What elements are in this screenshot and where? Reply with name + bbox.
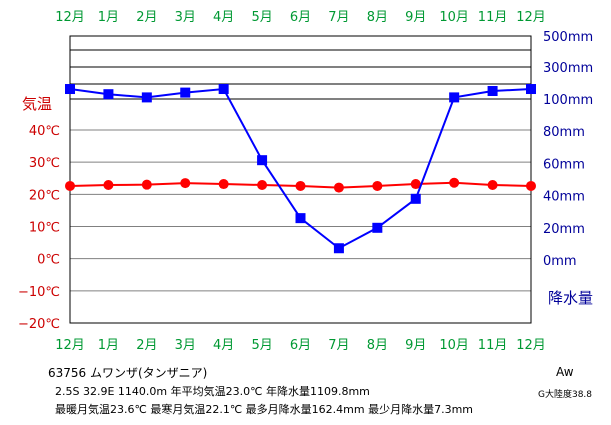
extremes-summary: 最暖月気温23.6℃ 最寒月気温22.1℃ 最多月降水量162.4mm 最少月降… (55, 402, 473, 416)
precipitation-point (295, 213, 306, 224)
top-month-label: 10月 (439, 10, 469, 25)
temperature-point (141, 179, 152, 190)
precipitation-tick-labels: 500mm 300mm 100mm 80mm 60mm 40mm 20mm 0mm (543, 30, 593, 269)
temperature-point (372, 180, 383, 191)
precipitation-tick-label: 20mm (543, 222, 585, 237)
temperature-tick-label: 30℃ (29, 156, 60, 171)
precipitation-point (372, 222, 383, 233)
top-month-label: 7月 (328, 10, 349, 25)
top-month-label: 2月 (136, 10, 157, 25)
temperature-point (295, 180, 306, 191)
plot-frame (69, 35, 532, 324)
bottom-month-label: 11月 (478, 338, 508, 353)
temperature-axis-title: 気温 (22, 95, 52, 113)
bottom-month-label: 6月 (290, 338, 311, 353)
temperature-point (257, 180, 268, 191)
top-month-label: 5月 (251, 10, 272, 25)
top-month-label: 11月 (478, 10, 508, 25)
precipitation-point (410, 193, 421, 204)
precipitation-point (526, 84, 536, 95)
temperature-tick-label: −10℃ (18, 285, 60, 300)
temperature-point (180, 178, 191, 189)
precipitation-point (103, 89, 114, 100)
precipitation-tick-label: 80mm (543, 125, 585, 140)
bottom-month-label: 4月 (213, 338, 234, 353)
temperature-point (65, 180, 75, 191)
temperature-tick-labels: 40℃ 30℃ 20℃ 10℃ 0℃ −10℃ −20℃ (18, 124, 60, 332)
precipitation-point (180, 87, 191, 98)
precipitation-tick-label: 40mm (543, 190, 585, 205)
precipitation-point (257, 155, 268, 166)
bottom-month-label: 9月 (405, 338, 426, 353)
station-summary: 2.5S 32.9E 1140.0m 年平均気温23.0℃ 年降水量1109.8… (55, 384, 370, 398)
station-name: 63756 ムワンザ(タンザニア) (48, 366, 207, 380)
precipitation-point (449, 92, 460, 103)
koppen-code: Aw (556, 365, 574, 379)
bottom-month-label: 12月 (516, 338, 546, 353)
bottom-month-label: 8月 (367, 338, 388, 353)
continentality: G大陸度38.8 (538, 388, 592, 400)
precipitation-series-line (69, 87, 532, 250)
temperature-tick-label: −20℃ (18, 317, 60, 332)
bottom-month-label: 12月 (55, 338, 85, 353)
bottom-month-label: 10月 (439, 338, 469, 353)
precipitation-point (65, 84, 75, 95)
precipitation-point (333, 243, 344, 254)
precipitation-tick-label: 0mm (543, 254, 577, 269)
temperature-tick-label: 10℃ (29, 221, 60, 236)
precipitation-axis-title: 降水量 (548, 289, 593, 307)
top-month-label: 1月 (98, 10, 119, 25)
temperature-tick-label: 20℃ (29, 188, 60, 203)
top-month-labels: 12月 1月 2月 3月 4月 5月 6月 7月 8月 9月 10月 11月 12月 (55, 10, 546, 25)
precipitation-tick-label: 500mm (543, 30, 593, 45)
temperature-tick-label: 40℃ (29, 124, 60, 139)
bottom-month-labels: 12月 1月 2月 3月 4月 5月 6月 7月 8月 9月 10月 11月 12月 (55, 338, 546, 353)
bottom-month-label: 5月 (251, 338, 272, 353)
precipitation-tick-label: 60mm (543, 157, 585, 172)
top-month-label: 12月 (516, 10, 546, 25)
temperature-point (526, 180, 536, 191)
top-month-label: 8月 (367, 10, 388, 25)
precipitation-point (218, 84, 229, 95)
series-layer (65, 84, 536, 254)
bottom-month-label: 3月 (175, 338, 196, 353)
chart-grid (70, 35, 531, 324)
precipitation-point (141, 92, 152, 103)
temperature-point (218, 179, 229, 190)
temperature-point (487, 180, 498, 191)
temperature-tick-label: 0℃ (37, 253, 60, 268)
precipitation-tick-label: 300mm (543, 61, 593, 76)
bottom-month-label: 2月 (136, 338, 157, 353)
top-month-label: 3月 (175, 10, 196, 25)
bottom-month-label: 7月 (328, 338, 349, 353)
temperature-point (333, 182, 344, 193)
bottom-month-label: 1月 (98, 338, 119, 353)
top-month-label: 4月 (213, 10, 234, 25)
temperature-point (103, 180, 114, 191)
top-month-label: 6月 (290, 10, 311, 25)
top-month-label: 12月 (55, 10, 85, 25)
precipitation-point (487, 86, 498, 96)
precipitation-tick-label: 100mm (543, 93, 593, 108)
top-month-label: 9月 (405, 10, 426, 25)
temperature-point (410, 179, 421, 190)
temperature-point (449, 177, 460, 188)
